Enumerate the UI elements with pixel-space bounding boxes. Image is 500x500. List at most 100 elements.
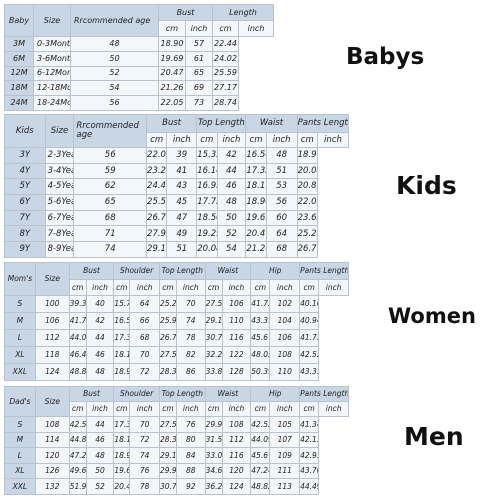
size-cell: XL [4,462,36,480]
value-cell: 15.75 [113,295,131,313]
value-cell: 30.71 [158,478,177,495]
unit-header: cm [113,279,131,296]
value-cell: 42 [216,147,247,164]
unit-header: cm [299,401,320,417]
unit-header: inch [185,20,213,37]
unit-header: inch [221,279,252,296]
value-cell: 12-18Months [33,80,71,97]
value-cell: 69 [185,80,213,97]
unit-header: cm [113,401,131,417]
hip-header: Hip [250,262,301,280]
value-cell: 44 [216,162,247,180]
value-cell: 51 [265,162,298,180]
bust-header: Bust [68,386,115,402]
unit-header: cm [68,279,87,296]
value-cell: 68 [73,209,148,227]
unit-header: inch [237,20,275,37]
value-cell: 72 [129,431,160,449]
value-cell: 22.05 [296,194,318,211]
value-cell: 18.90 [158,36,186,52]
unit-header: cm [212,20,239,37]
value-cell: 111 [269,462,301,480]
unit-header: cm [196,132,218,148]
value-cell: 86 [175,363,206,381]
size-cell: 9Y [4,241,46,258]
size-cell: XXL [4,363,36,381]
top-length-header: Top Length [196,114,247,133]
value-cell: 20.08 [196,241,218,258]
value-cell: 0-3Months [33,36,71,52]
unit-header: inch [175,401,206,417]
value-cell: 64 [129,295,160,313]
pants-length-header: Pants Length [296,114,350,133]
value-cell: 56 [265,194,298,211]
value-cell: 44 [85,329,115,347]
value-cell: 76 [175,416,206,433]
category-label: Baby [4,4,34,37]
value-cell: 74 [73,241,148,258]
value-cell: 116 [221,447,252,464]
value-cell: 50 [216,209,247,227]
value-cell: 120 [221,462,252,480]
value-cell: 21.26 [158,80,186,97]
value-cell: 61 [185,50,213,67]
value-cell: 6-7Years [44,209,75,227]
size-cell: M [4,431,36,449]
value-cell: 24.41 [146,178,168,196]
shoulder-header: Shoulder [113,386,160,402]
unit-header: cm [158,401,177,417]
value-cell: 65 [73,194,148,211]
value-cell: 17.32 [245,162,267,180]
value-cell: 39.37 [68,295,87,313]
value-cell: 3-6Months [33,50,71,67]
value-cell: 46 [85,431,115,449]
value-cell: 18.90 [296,147,318,164]
value-cell: 57 [185,36,213,52]
value-cell: 54 [216,241,247,258]
value-cell: 23.23 [146,162,168,180]
value-cell: 25.98 [158,312,177,330]
pants-length-header: Pants Length [299,262,349,280]
size-cell: S [4,416,36,433]
value-cell: 113 [269,478,301,495]
value-cell: 82 [175,346,206,364]
value-cell: 28.35 [158,431,177,449]
value-cell: 22.44 [212,36,239,52]
value-cell: 21.26 [245,241,267,258]
table-row: 4Y3-4Years5923.234116.144417.325120.08 [4,162,349,180]
age-header: Rrcommended age [73,114,148,148]
value-cell: 18.11 [113,346,131,364]
unit-header: cm [204,279,223,296]
value-cell: 48 [265,147,298,164]
unit-header: inch [265,132,298,148]
table-row: S10039.374015.756425.207027.5610641.7310… [4,295,349,313]
value-cell: 18.90 [113,363,131,381]
value-cell: 118 [34,346,70,364]
size-cell: 6Y [4,194,46,211]
value-cell: 18-24Months [33,95,71,111]
value-cell: 108 [269,346,301,364]
value-cell: 109 [269,447,301,464]
value-cell: 29.13 [204,312,223,330]
value-cell: 36.22 [204,478,223,495]
table-row: M11444.884618.117228.358031.5011244.0910… [4,431,349,449]
value-cell: 43 [166,178,198,196]
size-cell: 3Y [4,147,46,164]
baby-size-table: Baby Size Rrcommended age Bust Length cm… [4,4,275,111]
value-cell: 56 [73,147,148,164]
value-cell: 25.59 [146,194,168,211]
value-cell: 43.70 [299,462,320,480]
unit-header: cm [245,132,267,148]
value-cell: 19.69 [245,209,267,227]
value-cell: 48 [70,36,159,52]
value-cell: 100 [34,295,70,313]
kids-size-table: Kids Size Rrcommended age Bust Top Lengt… [4,114,350,258]
unit-header: cm [296,132,318,148]
value-cell: 110 [269,363,301,381]
value-cell: 51.97 [68,478,87,495]
table-row: 5Y4-5Years6224.414316.934618.115320.87 [4,178,349,196]
value-cell: 62 [73,178,148,196]
value-cell: 17.32 [113,329,131,347]
